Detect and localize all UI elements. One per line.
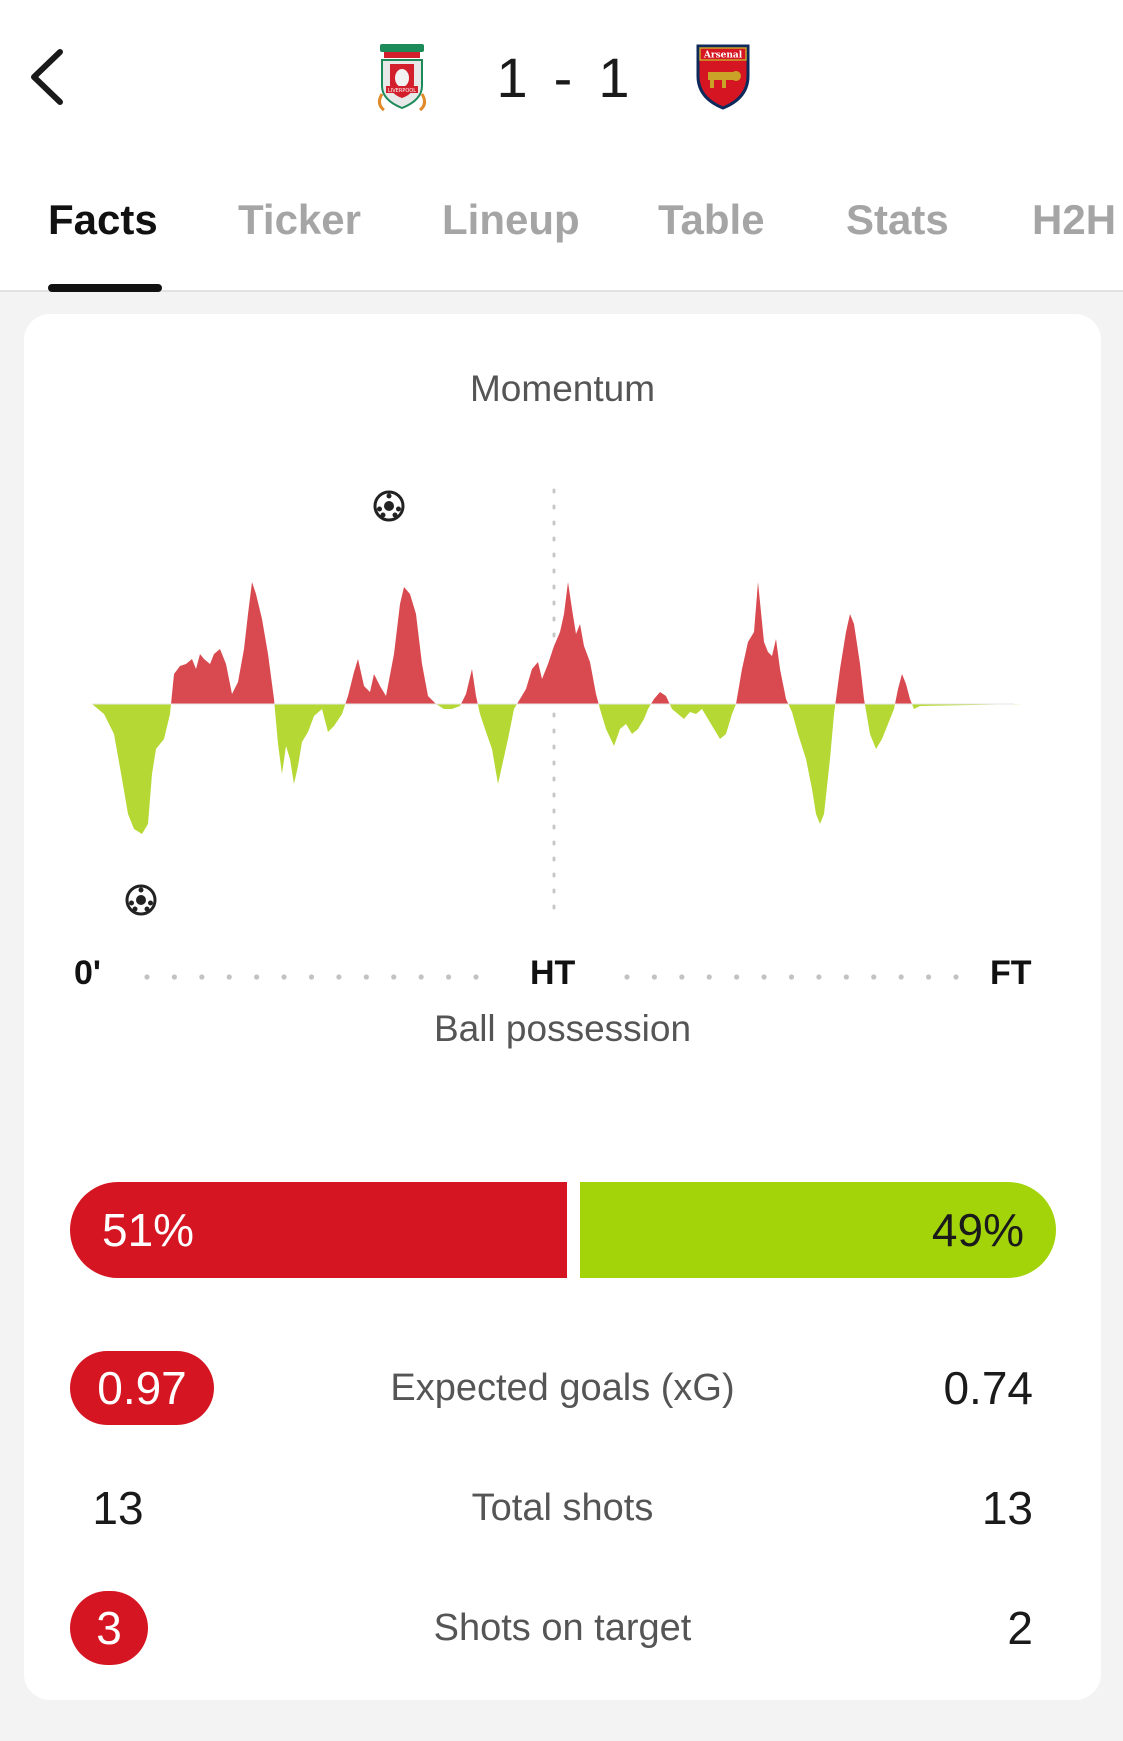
timeline-dot	[226, 974, 232, 980]
timeline-dot	[706, 974, 712, 980]
timeline-dot	[144, 974, 150, 980]
timeline-dot	[898, 974, 904, 980]
arsenal-crest-icon: Arsenal	[696, 44, 750, 110]
timeline-dot	[171, 974, 178, 980]
scoreline: 1-1	[440, 40, 686, 114]
home-momentum-area	[92, 582, 1024, 704]
timeline-dot	[871, 974, 877, 980]
back-button[interactable]	[22, 42, 78, 112]
tab-facts[interactable]: Facts	[48, 196, 158, 243]
match-header: LIVERPOOL 1-1 Arsenal Facts Ticker Lineu…	[0, 0, 1123, 292]
timeline-dot	[816, 974, 822, 980]
timeline-dot	[391, 974, 397, 980]
chevron-left-icon	[31, 49, 63, 105]
active-tab-indicator	[48, 284, 162, 292]
tab-lineup[interactable]: Lineup	[442, 196, 580, 243]
home-team-crest[interactable]: LIVERPOOL	[372, 40, 432, 116]
tab-stats[interactable]: Stats	[846, 196, 949, 243]
away-momentum-area	[92, 704, 1024, 834]
liverpool-crest-icon: LIVERPOOL	[377, 44, 427, 112]
tab-ticker[interactable]: Ticker	[238, 196, 361, 243]
football-icon	[373, 490, 405, 522]
stat-label: Expected goals (xG)	[390, 1367, 735, 1409]
possession-title: Ball possession	[433, 1008, 692, 1049]
football-icon	[125, 884, 157, 916]
home-possession-bar: 51%	[70, 1182, 567, 1278]
axis-label-fulltime: FT	[990, 954, 1032, 992]
timeline-dot	[445, 974, 452, 980]
stat-row-shots-on-target[interactable]: Shots on target 3 2	[24, 1588, 1101, 1668]
axis-label-start: 0'	[74, 954, 101, 992]
stat-label: Total shots	[471, 1487, 654, 1529]
stat-row-total-shots[interactable]: Total shots 13 13	[24, 1468, 1101, 1548]
timeline-dot	[651, 974, 658, 980]
timeline-dots	[144, 974, 959, 980]
timeline-dot	[254, 974, 260, 980]
stat-row-xg[interactable]: Expected goals (xG) 0.97 0.74	[24, 1348, 1101, 1428]
timeline-dot	[363, 974, 369, 980]
timeline-dot	[925, 974, 932, 980]
svg-text:Arsenal: Arsenal	[703, 51, 743, 61]
timeline-dot	[843, 974, 849, 980]
timeline-dot	[281, 974, 287, 980]
possession-bar: 51% 49%	[70, 1182, 1056, 1278]
timeline-dot	[953, 974, 959, 980]
timeline-dot	[418, 974, 424, 980]
away-stat-value: 13	[981, 1482, 1033, 1534]
timeline-dot	[788, 974, 795, 980]
away-possession-value: 49%	[931, 1204, 1024, 1256]
match-tabs: Facts Ticker Lineup Table Stats H2H	[0, 180, 1123, 292]
timeline-dot	[761, 974, 767, 980]
away-stat-value: 2	[1007, 1602, 1033, 1654]
away-stat-value: 0.74	[943, 1362, 1033, 1414]
facts-card: Momentum 0' HT FT	[24, 314, 1101, 1700]
tab-h2h[interactable]: H2H	[1032, 196, 1117, 243]
momentum-chart	[92, 488, 1024, 980]
svg-text:LIVERPOOL: LIVERPOOL	[388, 88, 416, 94]
score-separator: -	[553, 45, 573, 109]
away-possession-bar: 49%	[580, 1182, 1056, 1278]
home-stat-value: 0.97	[70, 1351, 214, 1425]
home-stat-value: 3	[70, 1591, 148, 1665]
timeline-dot	[473, 974, 479, 980]
timeline-dot	[679, 974, 685, 980]
timeline-dot	[308, 974, 315, 980]
timeline-dot	[199, 974, 205, 980]
tab-table[interactable]: Table	[658, 196, 765, 243]
home-possession-value: 51%	[102, 1204, 195, 1256]
axis-label-halftime: HT	[530, 954, 576, 992]
home-stat-value: 13	[92, 1482, 144, 1534]
home-score: 1	[496, 45, 528, 109]
momentum-title: Momentum	[469, 368, 656, 409]
stat-label: Shots on target	[433, 1607, 692, 1649]
timeline-dot	[624, 974, 630, 980]
away-team-crest[interactable]: Arsenal	[694, 42, 752, 112]
timeline-dot	[734, 974, 740, 980]
away-score: 1	[598, 45, 630, 109]
timeline-dot	[336, 974, 342, 980]
